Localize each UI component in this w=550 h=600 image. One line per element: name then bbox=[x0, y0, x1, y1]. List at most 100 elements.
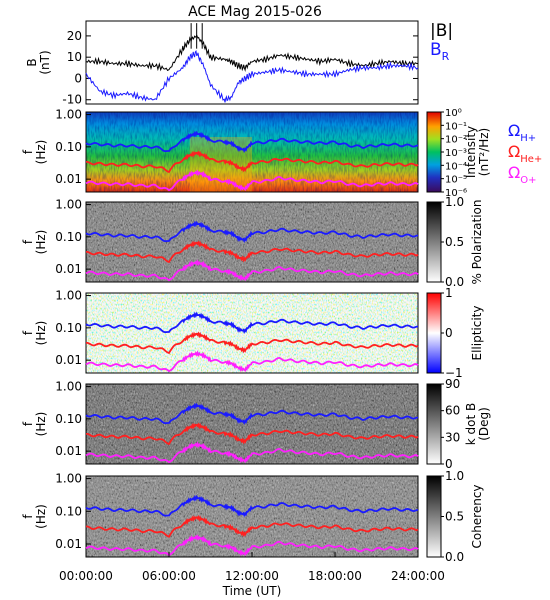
colorbar-tick-label: 0 bbox=[445, 457, 453, 471]
cyclotron-line-o bbox=[85, 534, 419, 557]
ylabel: f(Hz) bbox=[21, 140, 48, 165]
colorbar: 1.0 0.5 0.0 Coherency bbox=[426, 469, 484, 564]
colorbar: 1.0 0.5 0.0 % Polarization bbox=[426, 195, 484, 289]
ytick-label: 0.10 bbox=[55, 504, 82, 518]
b-ytick-label: 10 bbox=[67, 50, 82, 64]
ytick-label: 1.00 bbox=[55, 108, 82, 122]
cyclotron-line-he bbox=[86, 515, 419, 538]
colorbar-tick-label: 10⁻⁶ bbox=[445, 188, 467, 199]
panel-texture bbox=[86, 384, 418, 464]
spectral-panel-ellipticity: 1.00 0.10 0.01 f(Hz) 1 0 −1 Ellipticity bbox=[21, 286, 484, 380]
cyclotron-line-o bbox=[85, 169, 419, 192]
absB-line bbox=[85, 34, 419, 72]
colorbar-label: Ellipticity bbox=[470, 306, 484, 361]
colorbar: 1 0 −1 Ellipticity bbox=[426, 286, 484, 380]
ytick-label: 0.01 bbox=[55, 353, 82, 367]
ytick-label: 0.10 bbox=[55, 140, 82, 154]
ytick-label: 0.01 bbox=[55, 262, 82, 276]
colorbar-tick-label: 1.0 bbox=[445, 469, 464, 483]
cyclotron-line-h bbox=[85, 402, 419, 426]
x-axis: 00:00:00 06:00:00 12:00:00 18:00:00 24:0… bbox=[59, 569, 445, 598]
colorbar-tick-label: 10⁻² bbox=[445, 135, 467, 146]
cyclotron-line-o bbox=[85, 441, 419, 464]
colorbar-label: Coherency bbox=[470, 484, 484, 548]
colorbar-tick-label: 10⁻³ bbox=[445, 148, 467, 159]
ytick-label: 0.10 bbox=[55, 321, 82, 335]
ytick-label: 0.10 bbox=[55, 412, 82, 426]
ytick-label: 0.01 bbox=[55, 172, 82, 186]
cyclotron-line-he bbox=[86, 422, 419, 446]
panel-texture bbox=[86, 202, 418, 282]
cyclotron-line-he bbox=[86, 240, 419, 264]
ylabel: f(Hz) bbox=[21, 504, 48, 529]
panel-texture bbox=[86, 293, 418, 373]
legend-absB: |B| bbox=[430, 21, 453, 41]
panel-texture bbox=[86, 112, 418, 192]
legend-b: |B| BR bbox=[430, 21, 453, 63]
b-ytick-label: -10 bbox=[62, 93, 82, 107]
colorbar-tick-label: 1.0 bbox=[445, 195, 464, 209]
colorbar-tick-label: 10⁻¹ bbox=[445, 121, 467, 132]
colorbar: 90 60 30 0 k dot B(Deg) bbox=[426, 377, 491, 471]
BR-line bbox=[85, 49, 419, 103]
spectral-panel-intensity: 1.00 0.10 0.01 f(Hz) 10⁰ 10⁻¹ 10⁻² 10⁻³ 10⁻⁴ 10⁻⁵… bbox=[21, 108, 491, 199]
colorbar-tick-label: 0.5 bbox=[445, 510, 464, 524]
colorbar-tick-label: −1 bbox=[445, 366, 463, 380]
panel-frame bbox=[85, 201, 419, 283]
ytick-label: 0.01 bbox=[55, 537, 82, 551]
ylabel: f(Hz) bbox=[21, 412, 48, 437]
spectral-panel--polarization: 1.00 0.10 0.01 f(Hz) 1.0 0.5 0.0 % Polarization bbox=[21, 195, 484, 289]
legend-omega-o: ΩO+ bbox=[508, 163, 536, 186]
colorbar: 10⁰ 10⁻¹ 10⁻² 10⁻³ 10⁻⁴ 10⁻⁵ 10⁻⁶ Intensity(nT²… bbox=[426, 108, 491, 199]
colorbar-gradient bbox=[426, 201, 442, 283]
x-tick-label: 06:00:00 bbox=[142, 569, 196, 583]
colorbar-tick-label: 10⁰ bbox=[445, 108, 462, 119]
colorbar-gradient bbox=[426, 383, 442, 465]
legend-cyclotron: ΩH+ ΩHe+ ΩO+ bbox=[508, 121, 542, 186]
cyclotron-line-h bbox=[85, 130, 419, 154]
cyclotron-line-o bbox=[85, 259, 419, 282]
spectral-panel-coherency: 1.00 0.10 0.01 f(Hz) 1.0 0.5 0.0 Coherency bbox=[21, 469, 484, 564]
x-tick-label: 18:00:00 bbox=[308, 569, 362, 583]
ytick-label: 1.00 bbox=[55, 198, 82, 212]
ytick-label: 1.00 bbox=[55, 472, 82, 486]
colorbar-gradient bbox=[426, 111, 442, 193]
colorbar-tick-label: 30 bbox=[445, 430, 460, 444]
colorbar-tick-label: 0.0 bbox=[445, 550, 464, 564]
b-ytick-label: 0 bbox=[74, 71, 82, 85]
colorbar-tick-label: 10⁻⁵ bbox=[445, 175, 467, 186]
panel-texture bbox=[86, 476, 418, 557]
panel-frame bbox=[85, 111, 419, 193]
cyclotron-line-h bbox=[85, 220, 419, 244]
x-tick-label: 24:00:00 bbox=[391, 569, 445, 583]
colorbar-tick-label: 1 bbox=[445, 286, 453, 300]
legend-omega-h: ΩH+ bbox=[508, 121, 536, 144]
x-tick-label: 00:00:00 bbox=[59, 569, 113, 583]
event-band bbox=[189, 137, 252, 192]
colorbar-tick-label: 0.5 bbox=[445, 235, 464, 249]
colorbar-tick-label: 90 bbox=[445, 377, 460, 391]
colorbar-tick-label: 0.0 bbox=[445, 275, 464, 289]
panel-frame bbox=[85, 292, 419, 374]
spectral-panel-k-dot-b: 1.00 0.10 0.01 f(Hz) 90 60 30 0 k dot B(Deg) bbox=[21, 377, 491, 471]
b-ylabel: B(nT) bbox=[25, 50, 52, 74]
x-axis-label: Time (UT) bbox=[222, 584, 282, 598]
legend-omega-he: ΩHe+ bbox=[508, 142, 542, 165]
ytick-label: 0.01 bbox=[55, 444, 82, 458]
ylabel: f(Hz) bbox=[21, 321, 48, 346]
ytick-label: 0.10 bbox=[55, 230, 82, 244]
ytick-label: 1.00 bbox=[55, 380, 82, 394]
legend-BR: BR bbox=[430, 40, 450, 63]
b-ytick-label: 20 bbox=[67, 29, 82, 43]
cyclotron-line-h bbox=[85, 311, 419, 335]
ylabel: f(Hz) bbox=[21, 230, 48, 255]
b-field-panel: 20 10 0 -10 B(nT) bbox=[25, 20, 419, 107]
cyclotron-line-he bbox=[86, 150, 419, 174]
colorbar-gradient bbox=[426, 475, 442, 558]
cyclotron-line-h bbox=[85, 494, 419, 518]
colorbar-tick-label: 0 bbox=[445, 326, 453, 340]
colorbar-label: k dot B(Deg) bbox=[464, 403, 491, 445]
colorbar-gradient bbox=[426, 292, 442, 374]
colorbar-tick-label: 10⁻⁴ bbox=[445, 161, 467, 172]
